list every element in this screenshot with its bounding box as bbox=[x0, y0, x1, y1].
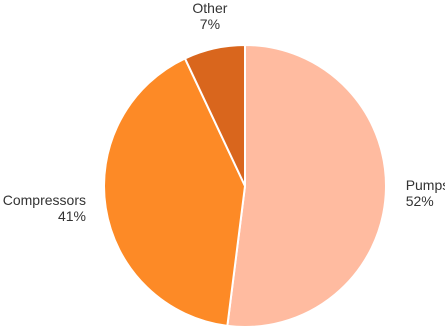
pie-slice-compressors bbox=[103, 57, 246, 327]
pie-slices bbox=[103, 44, 387, 328]
pie-slice-other bbox=[183, 44, 246, 187]
slice-value-label-compressors: 41% bbox=[58, 208, 86, 224]
slice-label-compressors: Compressors bbox=[3, 192, 86, 208]
slice-value-label-other: 7% bbox=[200, 16, 220, 32]
slice-label-other: Other bbox=[192, 0, 227, 16]
pie-slice-pumps bbox=[226, 44, 387, 328]
slice-value-label-pumps: 52% bbox=[406, 193, 434, 209]
slice-label-pumps: Pumps bbox=[406, 177, 445, 193]
